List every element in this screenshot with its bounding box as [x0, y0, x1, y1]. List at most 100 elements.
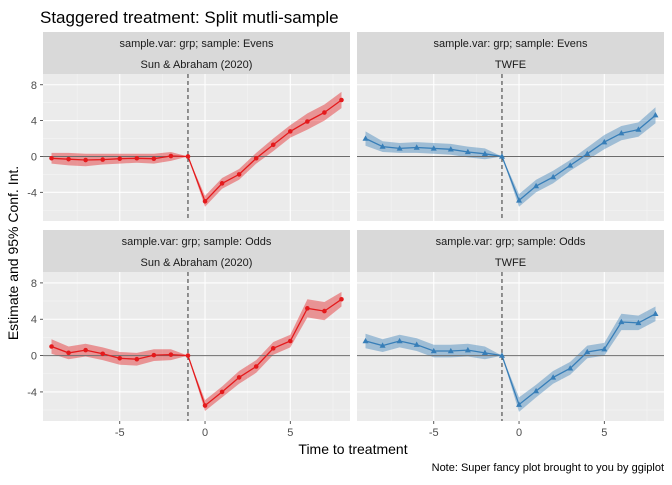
- strip-bottom-bg: [43, 251, 350, 272]
- estimate-point: [584, 348, 591, 355]
- estimate-point: [498, 352, 505, 358]
- y-tick-label: 0: [31, 151, 37, 163]
- estimate-point: [379, 143, 386, 149]
- estimate-line: [365, 114, 656, 202]
- confidence-ribbon: [365, 306, 656, 412]
- estimate-point: [134, 155, 140, 161]
- estimate-point: [533, 387, 540, 394]
- estimate-point: [151, 156, 157, 162]
- estimate-point: [236, 375, 242, 380]
- panel-background: [43, 74, 350, 221]
- estimate-point: [498, 153, 505, 159]
- estimate-point: [567, 365, 574, 371]
- y-tick-label: 4: [31, 116, 37, 128]
- facet-panel: sample.var: grp; sample: Odds TWFE -5 0 5: [357, 230, 664, 439]
- estimate-point: [601, 138, 608, 145]
- estimate-point: [550, 173, 557, 180]
- estimate-point: [151, 352, 157, 358]
- x-tick-label: -5: [115, 427, 125, 439]
- estimate-point: [430, 347, 437, 354]
- estimate-point: [100, 157, 105, 162]
- confidence-ribbon: [51, 292, 342, 411]
- estimate-point: [288, 338, 293, 344]
- y-tick-label: 8: [31, 80, 37, 92]
- estimate-point: [253, 364, 259, 369]
- estimate-point: [168, 153, 174, 159]
- estimate-point: [550, 374, 557, 380]
- estimate-point: [584, 150, 591, 156]
- estimate-point: [533, 182, 540, 189]
- estimate-point: [635, 319, 642, 326]
- estimate-point: [413, 341, 420, 347]
- x-tick-label: 0: [202, 427, 208, 439]
- strip-top-label: sample.var: grp; sample: Evens: [433, 38, 588, 50]
- estimate-point: [322, 110, 327, 115]
- estimate-point: [49, 344, 54, 349]
- x-tick-label: 0: [516, 427, 522, 439]
- estimate-point: [635, 126, 642, 132]
- estimate-point: [447, 146, 454, 152]
- estimate-point: [270, 142, 276, 148]
- estimate-point: [339, 97, 344, 103]
- estimate-point: [362, 135, 369, 141]
- estimate-point: [567, 162, 574, 168]
- estimate-point: [236, 172, 242, 177]
- strip-bottom-label: TWFE: [495, 257, 526, 269]
- estimate-point: [305, 119, 310, 124]
- x-tick-label: 5: [601, 427, 607, 439]
- estimate-point: [288, 129, 293, 134]
- estimate-point: [652, 112, 659, 118]
- panel-background: [357, 272, 664, 421]
- facet-panel: sample.var: grp; sample: Odds Sun & Abrah…: [27, 230, 350, 439]
- estimate-line: [51, 298, 342, 407]
- estimate-point: [339, 296, 344, 302]
- estimate-point: [601, 346, 608, 352]
- estimate-point: [49, 155, 54, 161]
- estimate-point: [253, 155, 259, 161]
- estimate-point: [117, 356, 123, 361]
- y-tick-label: 0: [31, 351, 37, 363]
- estimate-point: [219, 389, 225, 395]
- estimate-point: [464, 346, 471, 353]
- strip-top-bg: [357, 230, 664, 251]
- estimate-point: [185, 353, 191, 358]
- y-tick-label: 4: [31, 314, 37, 326]
- facet-panel: sample.var: grp; sample: Evens TWFE: [357, 32, 664, 221]
- estimate-point: [66, 156, 71, 162]
- chart-caption: Note: Super fancy plot brought to you by…: [432, 462, 664, 474]
- y-tick-label: -4: [27, 187, 37, 199]
- estimate-point: [413, 144, 420, 150]
- x-tick-label: 5: [287, 427, 293, 439]
- estimate-point: [396, 337, 403, 344]
- estimate-point: [202, 198, 208, 204]
- y-tick-label: -4: [27, 387, 37, 399]
- estimate-point: [185, 154, 191, 159]
- estimate-point: [652, 310, 659, 316]
- strip-top-bg: [43, 32, 350, 53]
- estimate-point: [430, 145, 437, 151]
- estimate-point: [168, 352, 174, 357]
- y-axis-title: Estimate and 95% Conf. Int.: [5, 166, 21, 340]
- estimate-point: [447, 347, 454, 354]
- y-tick-label: 8: [31, 278, 37, 290]
- strip-top-label: sample.var: grp; sample: Odds: [122, 236, 272, 248]
- strip-top-label: sample.var: grp; sample: Odds: [436, 236, 586, 248]
- strip-top-bg: [357, 32, 664, 53]
- strip-top-label: sample.var: grp; sample: Evens: [119, 38, 274, 50]
- strip-bottom-label: TWFE: [495, 59, 526, 71]
- strip-top-bg: [43, 230, 350, 251]
- facet-panel: sample.var: grp; sample: Evens Sun & Abra…: [27, 32, 350, 221]
- strip-bottom-bg: [43, 53, 350, 74]
- estimate-point: [464, 148, 471, 155]
- strip-bottom-label: Sun & Abraham (2020): [141, 59, 253, 71]
- estimate-point: [100, 351, 105, 357]
- chart-title: Staggered treatment: Split mutli-sample: [40, 8, 339, 27]
- estimate-point: [379, 342, 386, 348]
- estimate-point: [618, 318, 625, 325]
- estimate-point: [305, 306, 310, 311]
- estimate-point: [516, 401, 523, 407]
- estimate-point: [270, 346, 276, 351]
- facet-panels: sample.var: grp; sample: Evens Sun & Abra…: [27, 32, 664, 439]
- estimate-line: [51, 99, 342, 203]
